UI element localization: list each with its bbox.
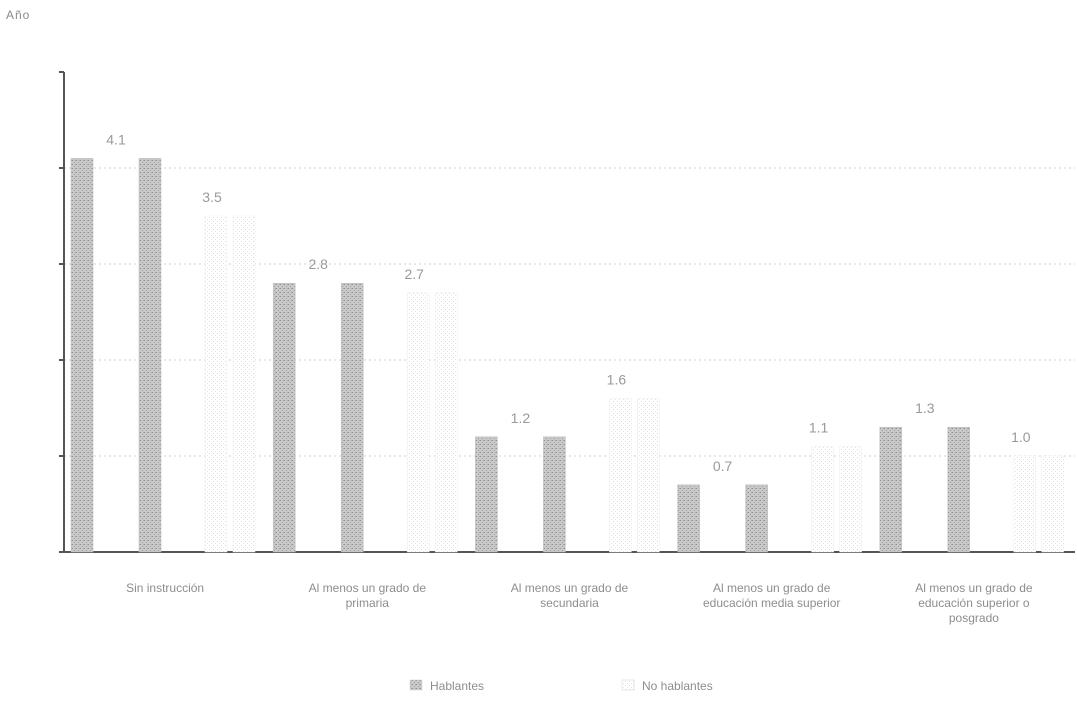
data-label: 1.6 — [607, 371, 627, 387]
legend-swatch — [621, 679, 635, 691]
data-label: 2.7 — [404, 266, 424, 282]
bar-no-hablantes — [204, 215, 228, 553]
bar-hablantes — [272, 282, 296, 553]
category-label: Al menos un grado de educación media supe… — [703, 581, 840, 610]
category-label: Al menos un grado de primaria — [309, 581, 427, 610]
data-label: 1.1 — [809, 419, 829, 435]
bar-hablantes — [745, 484, 768, 553]
bar-no-hablantes — [1013, 455, 1037, 553]
bar-hablantes — [879, 426, 903, 553]
bar-hablantes — [70, 158, 94, 553]
bar-no-hablantes — [839, 446, 862, 553]
data-label: 3.5 — [202, 189, 222, 205]
data-label: 4.1 — [106, 131, 126, 147]
bar-hablantes — [947, 426, 971, 553]
corner-label: Año — [6, 8, 31, 22]
bar-hablantes — [677, 484, 700, 553]
bar-hablantes — [475, 436, 498, 553]
category-label: Sin instrucción — [126, 581, 204, 595]
data-label: 1.0 — [1011, 429, 1031, 445]
bar-no-hablantes — [1041, 455, 1065, 553]
data-label: 2.8 — [308, 256, 328, 272]
category-label: Al menos un grado de educación superior o… — [915, 581, 1033, 625]
data-label: 1.2 — [511, 410, 531, 426]
data-label: 0.7 — [713, 458, 733, 474]
bar-no-hablantes — [609, 398, 632, 553]
bar-no-hablantes — [406, 292, 430, 553]
data-label: 1.3 — [915, 400, 935, 416]
bar-hablantes — [138, 158, 162, 553]
category-label: Al menos un grado de secundaria — [511, 581, 629, 610]
bar-no-hablantes — [637, 398, 660, 553]
legend-label: Hablantes — [430, 679, 484, 693]
bar-no-hablantes — [232, 215, 256, 553]
bar-no-hablantes — [434, 292, 458, 553]
legend-label: No hablantes — [642, 679, 713, 693]
bar-hablantes — [340, 282, 364, 553]
legend-swatch — [409, 679, 423, 691]
bar-no-hablantes — [811, 446, 834, 553]
bar-hablantes — [543, 436, 566, 553]
